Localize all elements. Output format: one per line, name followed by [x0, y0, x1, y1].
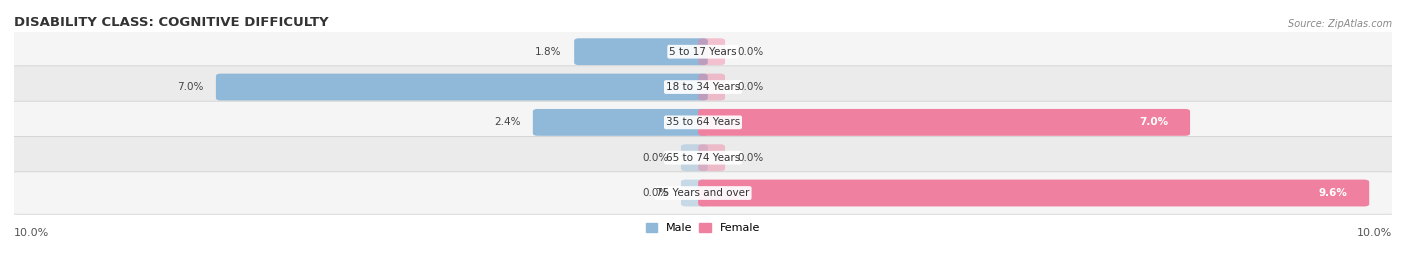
FancyBboxPatch shape	[6, 30, 1400, 73]
Text: 10.0%: 10.0%	[14, 228, 49, 238]
FancyBboxPatch shape	[217, 74, 707, 100]
FancyBboxPatch shape	[6, 101, 1400, 144]
Text: 9.6%: 9.6%	[1319, 188, 1347, 198]
Text: Source: ZipAtlas.com: Source: ZipAtlas.com	[1288, 19, 1392, 29]
FancyBboxPatch shape	[574, 38, 707, 65]
Text: DISABILITY CLASS: COGNITIVE DIFFICULTY: DISABILITY CLASS: COGNITIVE DIFFICULTY	[14, 16, 329, 29]
Text: 1.8%: 1.8%	[536, 47, 562, 57]
FancyBboxPatch shape	[533, 109, 707, 136]
FancyBboxPatch shape	[6, 136, 1400, 179]
Text: 0.0%: 0.0%	[643, 188, 669, 198]
FancyBboxPatch shape	[681, 180, 707, 206]
Text: 0.0%: 0.0%	[738, 153, 763, 163]
Text: 10.0%: 10.0%	[1357, 228, 1392, 238]
Text: 65 to 74 Years: 65 to 74 Years	[666, 153, 740, 163]
FancyBboxPatch shape	[6, 66, 1400, 108]
FancyBboxPatch shape	[699, 109, 1189, 136]
FancyBboxPatch shape	[699, 180, 1369, 206]
Text: 0.0%: 0.0%	[738, 47, 763, 57]
FancyBboxPatch shape	[681, 144, 707, 171]
Text: 18 to 34 Years: 18 to 34 Years	[666, 82, 740, 92]
Text: 7.0%: 7.0%	[1139, 117, 1168, 127]
Text: 7.0%: 7.0%	[177, 82, 204, 92]
FancyBboxPatch shape	[6, 172, 1400, 214]
Text: 2.4%: 2.4%	[494, 117, 520, 127]
Legend: Male, Female: Male, Female	[641, 218, 765, 238]
Text: 0.0%: 0.0%	[738, 82, 763, 92]
Text: 5 to 17 Years: 5 to 17 Years	[669, 47, 737, 57]
Text: 0.0%: 0.0%	[643, 153, 669, 163]
Text: 35 to 64 Years: 35 to 64 Years	[666, 117, 740, 127]
FancyBboxPatch shape	[699, 144, 725, 171]
FancyBboxPatch shape	[699, 74, 725, 100]
Text: 75 Years and over: 75 Years and over	[657, 188, 749, 198]
FancyBboxPatch shape	[699, 38, 725, 65]
